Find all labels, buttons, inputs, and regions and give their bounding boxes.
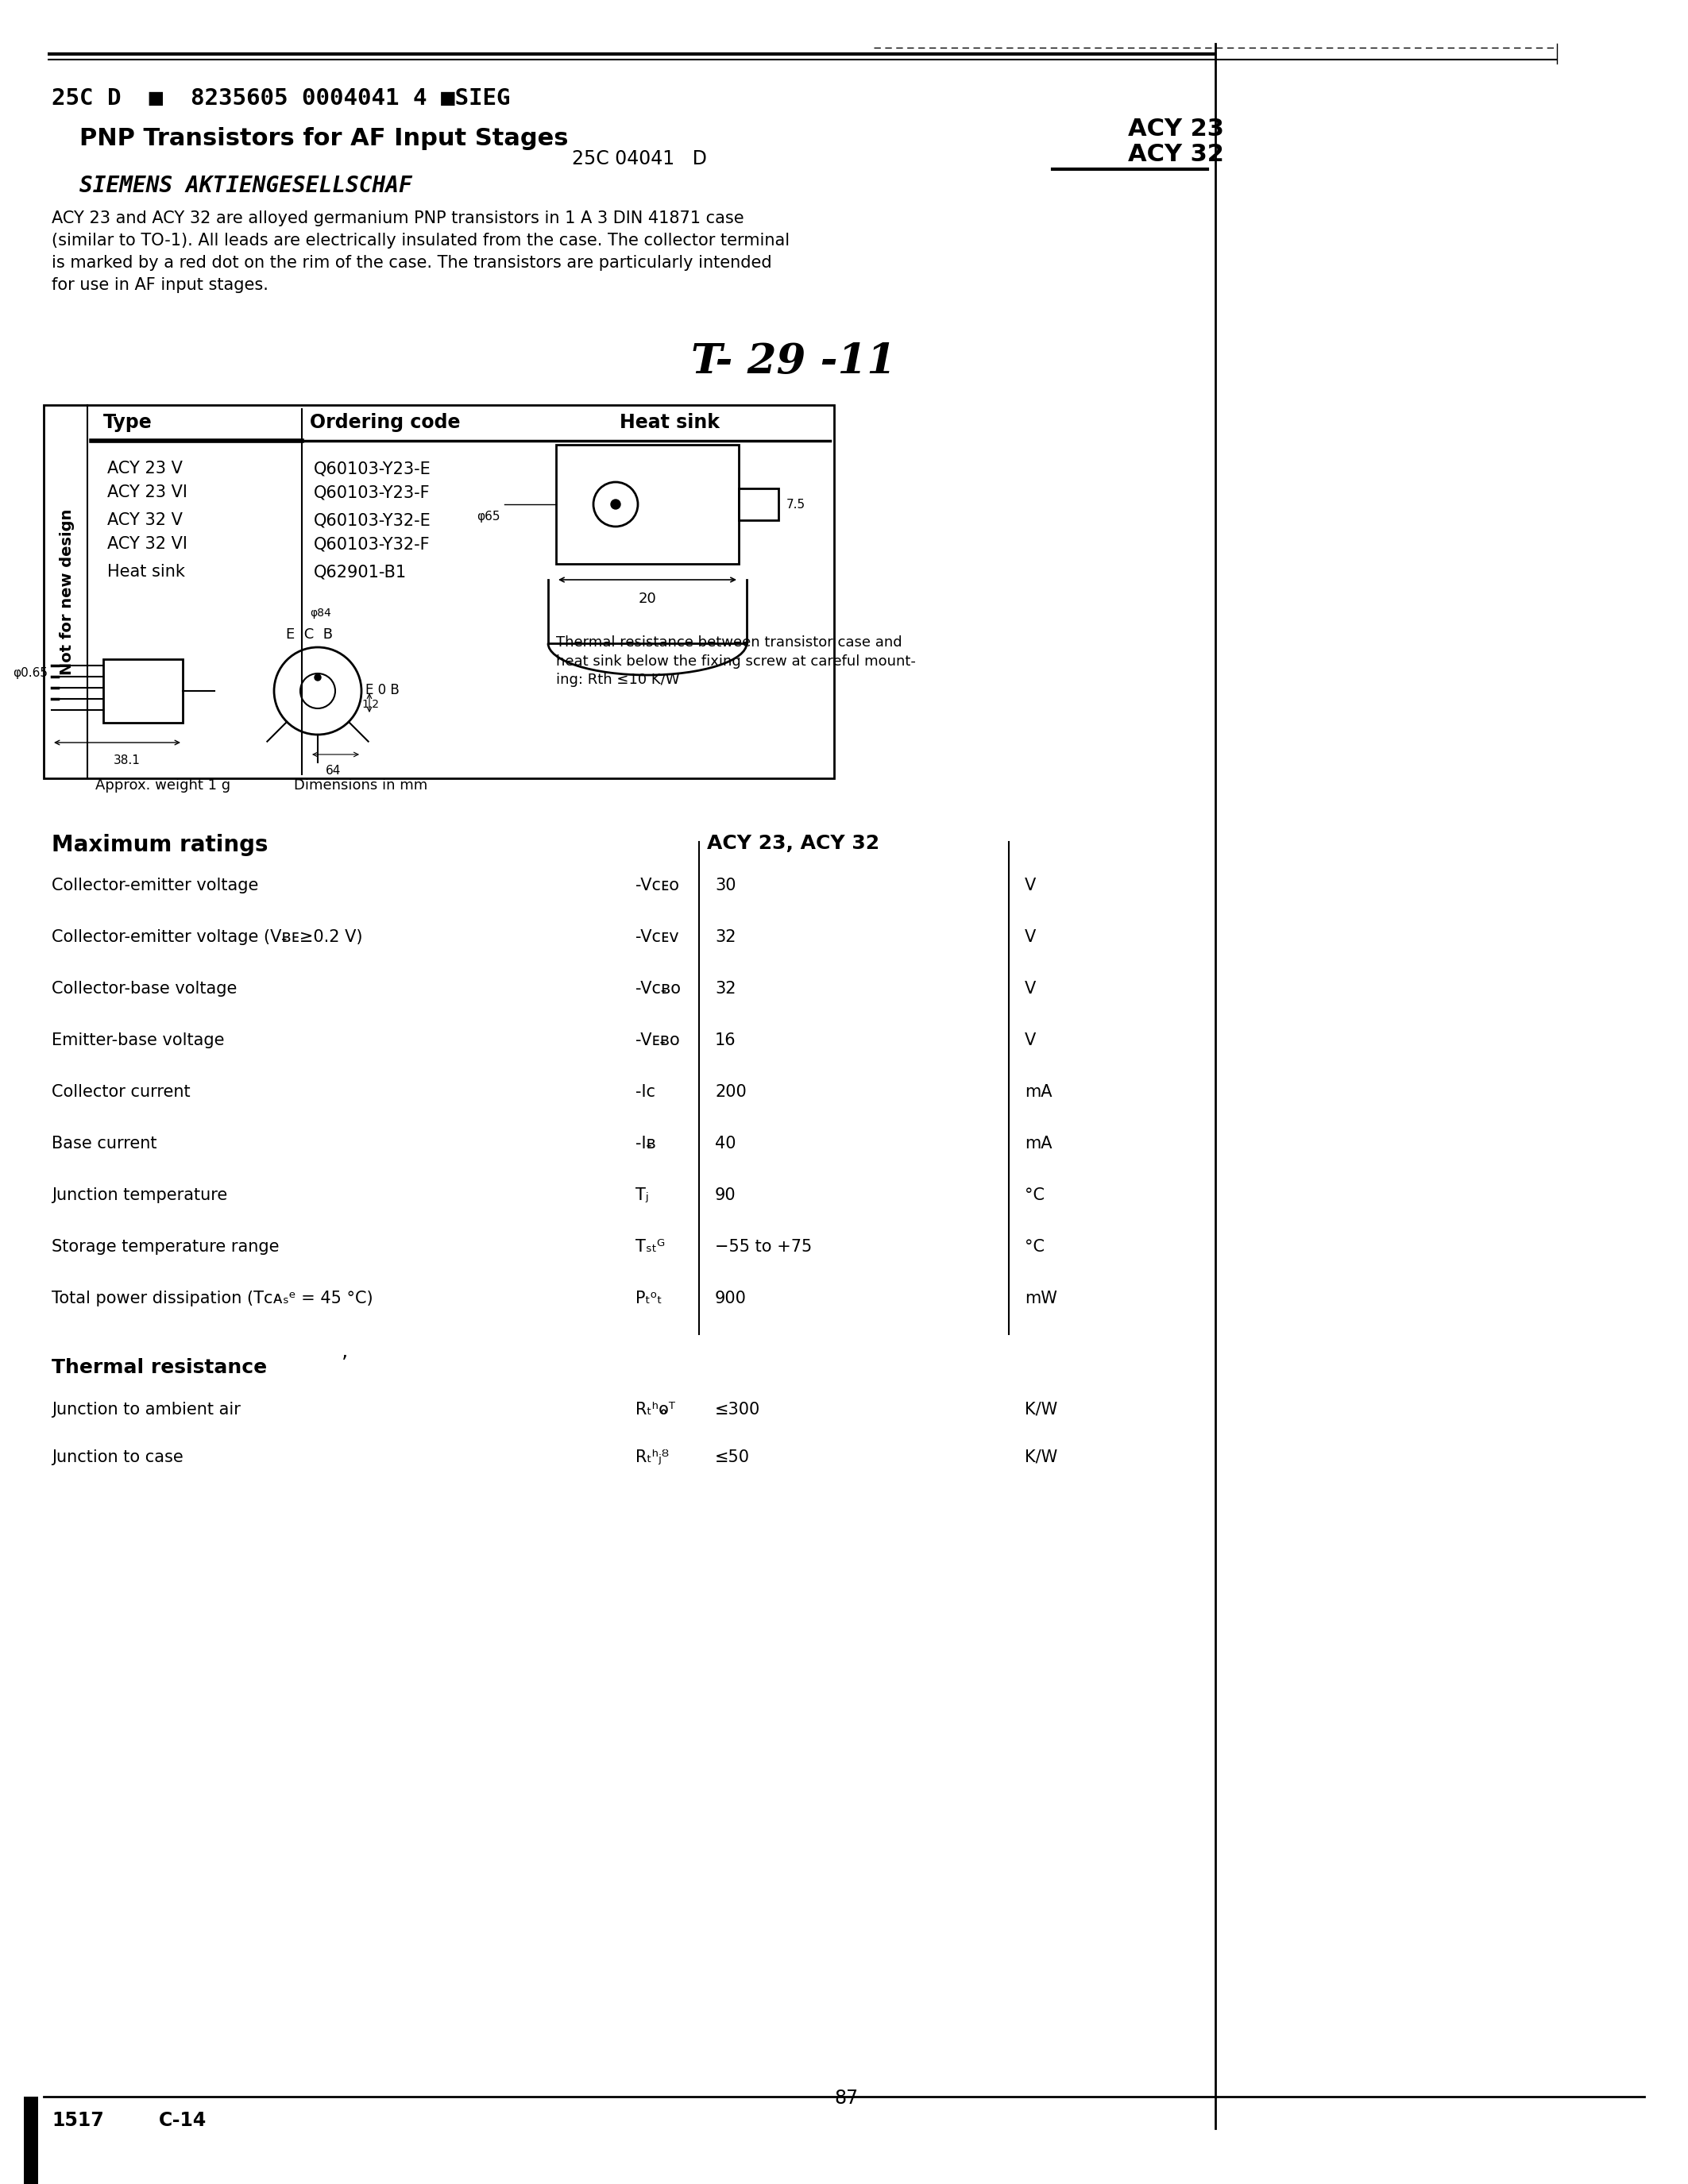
Text: 32: 32: [716, 981, 736, 996]
Text: Not for new design: Not for new design: [61, 509, 74, 675]
Text: ACY 32 V: ACY 32 V: [108, 513, 182, 529]
Text: Thermal resistance: Thermal resistance: [52, 1358, 267, 1378]
Text: Rₜʰⱺᵀ: Rₜʰⱺᵀ: [635, 1402, 675, 1417]
Text: φ65: φ65: [478, 511, 500, 522]
Text: V: V: [1025, 878, 1036, 893]
Bar: [24, 2097, 39, 2184]
Text: Pₜᵒₜ: Pₜᵒₜ: [635, 1291, 662, 1306]
Text: 64: 64: [326, 764, 341, 778]
Text: K/W: K/W: [1025, 1402, 1057, 1417]
Text: 1.2: 1.2: [361, 699, 378, 710]
Text: -Vᴄᴇᴏ: -Vᴄᴇᴏ: [635, 878, 679, 893]
Text: ≤50: ≤50: [716, 1450, 749, 1465]
Text: ACY 23 V: ACY 23 V: [108, 461, 182, 476]
Text: -Vᴄᴃᴏ: -Vᴄᴃᴏ: [635, 981, 680, 996]
Text: 32: 32: [716, 928, 736, 946]
Text: Ordering code: Ordering code: [311, 413, 461, 432]
Text: E 0 B: E 0 B: [365, 684, 400, 697]
Text: -Vᴇᴃᴏ: -Vᴇᴃᴏ: [635, 1033, 680, 1048]
Text: Collector current: Collector current: [52, 1083, 191, 1101]
Text: 7.5: 7.5: [787, 498, 805, 511]
Text: Dimensions in mm: Dimensions in mm: [294, 778, 427, 793]
Text: Collector-base voltage: Collector-base voltage: [52, 981, 236, 996]
Text: °C: °C: [1025, 1238, 1045, 1256]
Text: 20: 20: [638, 592, 657, 605]
Text: C-14: C-14: [159, 2112, 206, 2129]
Text: Approx. weight 1 g: Approx. weight 1 g: [95, 778, 231, 793]
Text: Base current: Base current: [52, 1136, 157, 1151]
Text: 87: 87: [834, 2088, 858, 2108]
Text: ACY 23 VI: ACY 23 VI: [108, 485, 187, 500]
Text: Q60103-Y32-E: Q60103-Y32-E: [314, 513, 430, 529]
Bar: [739, 489, 778, 520]
Text: Tⱼ: Tⱼ: [635, 1188, 648, 1203]
Text: Heat sink: Heat sink: [108, 563, 186, 579]
Text: -Iᴄ: -Iᴄ: [635, 1083, 655, 1101]
Text: ACY 23 and ACY 32 are alloyed germanium PNP transistors in 1 A 3 DIN 41871 case
: ACY 23 and ACY 32 are alloyed germanium …: [52, 210, 790, 293]
Text: ACY 23: ACY 23: [1128, 118, 1224, 140]
Text: V: V: [1025, 981, 1036, 996]
Text: Heat sink: Heat sink: [619, 413, 719, 432]
Text: Storage temperature range: Storage temperature range: [52, 1238, 279, 1256]
Circle shape: [314, 675, 321, 681]
Text: Junction temperature: Junction temperature: [52, 1188, 228, 1203]
Text: T- 29 -11: T- 29 -11: [690, 341, 896, 382]
Text: mA: mA: [1025, 1136, 1052, 1151]
Text: Thermal resistance between transistor case and
heat sink below the fixing screw : Thermal resistance between transistor ca…: [555, 636, 917, 688]
Text: Emitter-base voltage: Emitter-base voltage: [52, 1033, 225, 1048]
Text: ACY 32 VI: ACY 32 VI: [108, 535, 187, 553]
Text: 90: 90: [716, 1188, 736, 1203]
Text: Collector-emitter voltage: Collector-emitter voltage: [52, 878, 258, 893]
Text: V: V: [1025, 928, 1036, 946]
Text: −55 to +75: −55 to +75: [716, 1238, 812, 1256]
Text: Total power dissipation (Tᴄᴀₛᵉ = 45 °C): Total power dissipation (Tᴄᴀₛᵉ = 45 °C): [52, 1291, 373, 1306]
Text: Tₛₜᴳ: Tₛₜᴳ: [635, 1238, 665, 1256]
Bar: [555, 446, 739, 563]
Text: -Vᴄᴇᴠ: -Vᴄᴇᴠ: [635, 928, 679, 946]
Text: Collector-emitter voltage (Vᴃᴇ≥0.2 V): Collector-emitter voltage (Vᴃᴇ≥0.2 V): [52, 928, 363, 946]
Text: Junction to ambient air: Junction to ambient air: [52, 1402, 241, 1417]
Text: 30: 30: [716, 878, 736, 893]
Text: -Iᴃ: -Iᴃ: [635, 1136, 657, 1151]
Text: φ84: φ84: [311, 607, 331, 618]
Bar: [44, 404, 834, 778]
Text: 200: 200: [716, 1083, 746, 1101]
Text: mW: mW: [1025, 1291, 1057, 1306]
Text: 38.1: 38.1: [113, 753, 140, 767]
Text: 900: 900: [716, 1291, 746, 1306]
Text: mA: mA: [1025, 1083, 1052, 1101]
Text: Junction to case: Junction to case: [52, 1450, 184, 1465]
Text: Q60103-Y32-F: Q60103-Y32-F: [314, 535, 430, 553]
Text: 25C 04041   D: 25C 04041 D: [572, 149, 707, 168]
Text: 16: 16: [716, 1033, 736, 1048]
Text: 40: 40: [716, 1136, 736, 1151]
Text: ’: ’: [341, 1354, 348, 1374]
Text: ACY 32: ACY 32: [1128, 142, 1224, 166]
Text: Type: Type: [103, 413, 152, 432]
Text: Q60103-Y23-E: Q60103-Y23-E: [314, 461, 430, 476]
Text: Maximum ratings: Maximum ratings: [52, 834, 268, 856]
Text: Q62901-B1: Q62901-B1: [314, 563, 407, 579]
Text: K/W: K/W: [1025, 1450, 1057, 1465]
Text: Rₜʰⱼᴽ: Rₜʰⱼᴽ: [635, 1450, 668, 1465]
Text: Q60103-Y23-F: Q60103-Y23-F: [314, 485, 430, 500]
Text: 25C D  ■  8235605 0004041 4 ■SIEG: 25C D ■ 8235605 0004041 4 ■SIEG: [52, 87, 510, 109]
Text: V: V: [1025, 1033, 1036, 1048]
Text: SIEMENS AKTIENGESELLSCHAF: SIEMENS AKTIENGESELLSCHAF: [79, 175, 412, 197]
Text: φ0.65: φ0.65: [14, 666, 47, 679]
Text: ACY 23, ACY 32: ACY 23, ACY 32: [707, 834, 879, 854]
Text: PNP Transistors for AF Input Stages: PNP Transistors for AF Input Stages: [79, 127, 569, 151]
Text: E  C  B: E C B: [285, 627, 333, 642]
Text: ≤300: ≤300: [716, 1402, 760, 1417]
Circle shape: [611, 500, 621, 509]
Text: 1517: 1517: [52, 2112, 105, 2129]
Bar: [103, 660, 182, 723]
Text: °C: °C: [1025, 1188, 1045, 1203]
